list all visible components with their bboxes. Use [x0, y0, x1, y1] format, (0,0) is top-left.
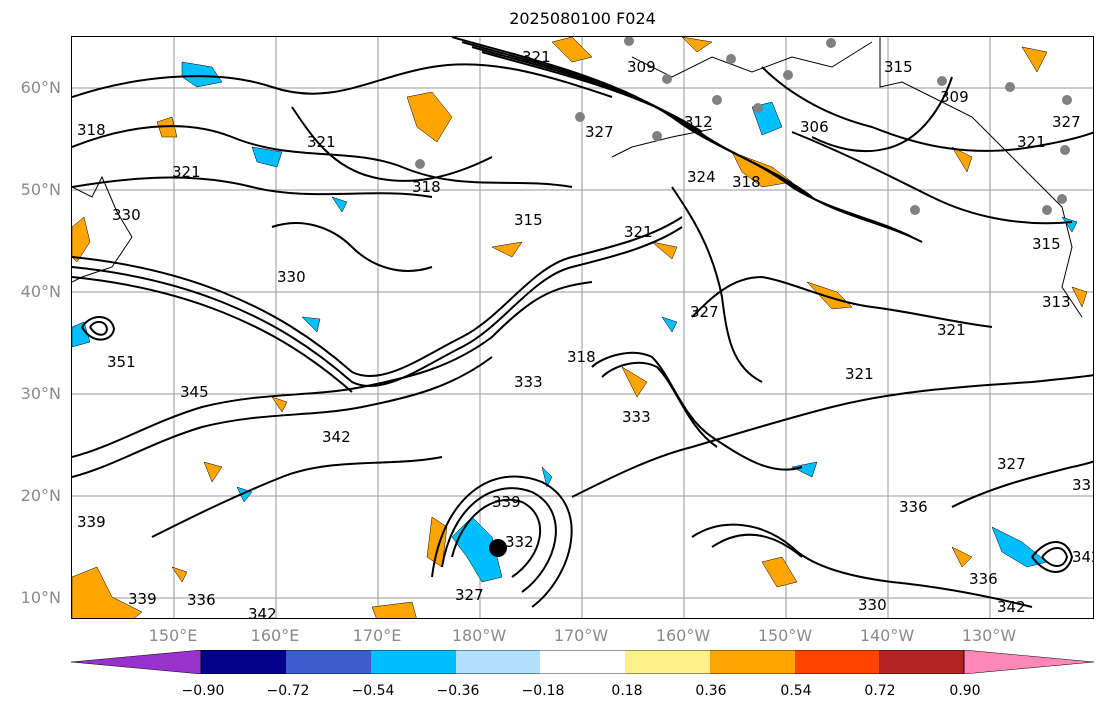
colorbar-tick: −0.54	[351, 683, 395, 699]
lat-label-20n: 20°N	[20, 486, 61, 505]
contour-label: 327	[997, 455, 1026, 473]
contour-label: 318	[567, 348, 596, 366]
contour-label: 312	[684, 113, 713, 131]
colorbar-segment	[286, 650, 371, 674]
lat-label-40n: 40°N	[20, 282, 61, 301]
contour-label: 327	[585, 123, 614, 141]
colorbar-segment	[371, 650, 456, 674]
colorbar-segment-above	[963, 650, 1094, 674]
colorbar-tick: −0.90	[181, 683, 225, 699]
contour-label: 342	[1072, 548, 1094, 566]
contour-label: 327	[1052, 113, 1081, 131]
positive-anomaly-fills	[72, 37, 1088, 618]
contour-label: 333	[514, 373, 543, 391]
lon-label-160w: 160°W	[655, 626, 711, 645]
lon-label-170e: 170°E	[352, 626, 402, 645]
coastlines	[72, 37, 1083, 318]
contour-label: 321	[937, 321, 966, 339]
contour-label: 327	[455, 586, 484, 604]
colorbar-tick: 0.36	[695, 683, 727, 699]
negative-anomaly-fills	[72, 61, 1078, 583]
contour-label: 309	[627, 58, 656, 76]
colorbar-segment-below	[71, 650, 202, 674]
colorbar-tick: −0.72	[266, 683, 310, 699]
contour-label: 315	[1032, 235, 1061, 253]
contour-label: 318	[412, 178, 441, 196]
colorbar-tick: 0.90	[949, 683, 981, 699]
colorbar-segment	[540, 650, 625, 674]
map-title: 2025080100 F024	[509, 9, 656, 28]
contour-label: 339	[77, 513, 106, 531]
contour-label: 309	[940, 88, 969, 106]
contour-label: 321	[845, 365, 874, 383]
contour-label: 330	[112, 206, 141, 224]
contour-label: 330	[277, 268, 306, 286]
lat-label-60n: 60°N	[20, 78, 61, 97]
lat-label-10n: 10°N	[20, 588, 61, 607]
lon-label-170w: 170°W	[553, 626, 609, 645]
contour-label: 321	[624, 223, 653, 241]
station-markers	[415, 37, 1072, 215]
contour-label: 313	[1042, 293, 1071, 311]
contour-label: 318	[77, 121, 106, 139]
contour-label: 336	[969, 570, 998, 588]
contour-map: 318 321 321 330 321 318 315 321 327 312 …	[72, 37, 1094, 619]
contour-label: 315	[884, 58, 913, 76]
contour-label: 345	[180, 383, 209, 401]
lat-label-30n: 30°N	[20, 384, 61, 403]
lon-label-150e: 150°E	[148, 626, 198, 645]
contour-label: 332	[505, 533, 534, 551]
contour-label: 318	[732, 173, 761, 191]
lon-label-160e: 160°E	[250, 626, 300, 645]
contour-label: 321	[522, 48, 551, 66]
colorbar-tick: 0.72	[864, 683, 896, 699]
colorbar	[71, 650, 1094, 674]
contour-label: 336	[187, 591, 216, 609]
colorbar-tick: 0.54	[780, 683, 812, 699]
contour-label: 342	[248, 605, 277, 619]
contour-label: 342	[322, 428, 351, 446]
contour-label: 342	[997, 598, 1026, 616]
colorbar-segment	[201, 650, 286, 674]
contour-label: 321	[1017, 133, 1046, 151]
contour-labels: 318 321 321 330 321 318 315 321 327 312 …	[77, 48, 1094, 619]
colorbar-segment	[625, 650, 710, 674]
contour-label: 351	[107, 353, 136, 371]
contour-label: 306	[800, 118, 829, 136]
storm-center-marker	[489, 539, 507, 557]
map-panel: 318 321 321 330 321 318 315 321 327 312 …	[71, 36, 1094, 619]
contour-label: 315	[514, 211, 543, 229]
contour-label: 327	[690, 303, 719, 321]
colorbar-tick: −0.18	[521, 683, 565, 699]
colorbar-segment	[795, 650, 879, 674]
contour-label: 330	[858, 596, 887, 614]
contour-label: 336	[899, 498, 928, 516]
contour-label: 339	[492, 493, 521, 511]
colorbar-segment	[710, 650, 795, 674]
lon-label-140w: 140°W	[859, 626, 915, 645]
colorbar-segment	[879, 650, 964, 674]
contour-label: 33	[1072, 476, 1091, 494]
contour-label: 339	[128, 590, 157, 608]
lat-label-50n: 50°N	[20, 180, 61, 199]
theta-contours	[72, 37, 1093, 608]
contour-label: 321	[172, 163, 201, 181]
colorbar-tick: −0.36	[436, 683, 480, 699]
colorbar-segment	[456, 650, 540, 674]
lon-label-130w: 130°W	[961, 626, 1017, 645]
colorbar-tick: 0.18	[611, 683, 643, 699]
lon-label-150w: 150°W	[757, 626, 813, 645]
contour-label: 324	[687, 168, 716, 186]
lon-label-180w: 180°W	[451, 626, 507, 645]
contour-label: 321	[307, 133, 336, 151]
contour-label: 333	[622, 408, 651, 426]
